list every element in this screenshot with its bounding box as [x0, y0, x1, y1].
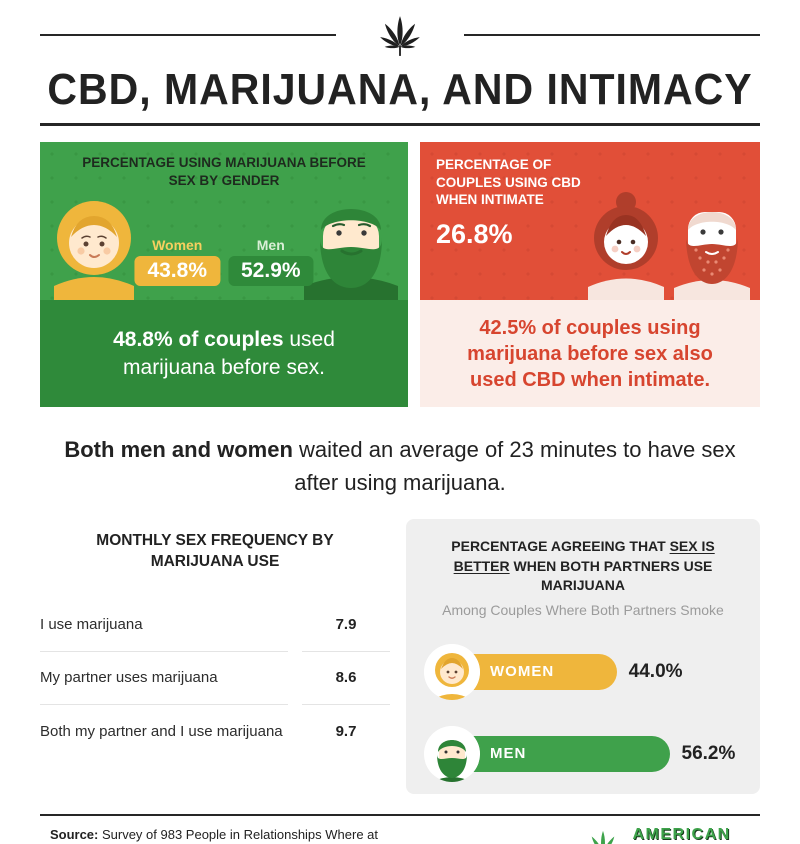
gender-note-bold: 48.8% of couples [113, 328, 284, 352]
couple-cartoon-icons [584, 188, 754, 300]
gender-panel-top: PERCENTAGE USING MARIJUANA BEFORE SEX BY… [40, 142, 408, 300]
man-cartoon-icon [298, 184, 404, 300]
header-rule-left [40, 34, 336, 36]
agree-subtitle: Among Couples Where Both Partners Smoke [442, 601, 724, 618]
header: CBD, MARIJUANA, AND INTIMACY [0, 12, 800, 113]
gender-badges: Women 43.8% Men 52.9% [134, 237, 314, 286]
bar-label: WOMEN [490, 663, 555, 681]
top-panels: PERCENTAGE USING MARIJUANA BEFORE SEX BY… [40, 142, 760, 407]
brand-line1: AMERICAN [632, 826, 731, 844]
women-label: Women [152, 237, 203, 253]
cbd-panel-value: 26.8% [436, 218, 513, 249]
row-label: I use marijuana [40, 599, 288, 652]
agree-heading-underlined: SEX IS BETTER [453, 538, 715, 574]
header-rule-right [464, 34, 760, 36]
table-row: Both my partner and I use marijuana 9.7 [40, 705, 390, 758]
brand-leaf-icon [582, 826, 624, 844]
source-rest: Survey of 983 People in Relationships Wh… [101, 826, 379, 842]
row-label: My partner uses marijuana [40, 652, 288, 705]
women-badge-group: Women 43.8% [134, 237, 220, 286]
agree-heading-post: WHEN BOTH PARTNERS USE MARIJUANA [509, 557, 713, 594]
redhead-woman-icon [588, 192, 664, 300]
row-value: 7.9 [302, 599, 390, 652]
women-bar-row: WOMEN 44.0% [424, 643, 740, 700]
bar-value: 56.2% [681, 742, 736, 764]
gender-note-rest: used marijuana before sex. [123, 328, 335, 379]
gender-panel-heading: PERCENTAGE USING MARIJUANA BEFORE SEX BY… [82, 155, 366, 189]
agree-heading-pre: PERCENTAGE AGREEING THAT [451, 538, 670, 554]
marijuana-leaf-icon [372, 12, 428, 58]
table-row: I use marijuana 7.9 [40, 599, 390, 652]
agree-panel: PERCENTAGE AGREEING THAT SEX IS BETTER W… [406, 519, 760, 794]
american-marijuana-logo: AMERICAN MARIJUANA [582, 826, 743, 844]
gender-panel-note: 48.8% of couples used marijuana before s… [40, 300, 408, 407]
women-bar: WOMEN [424, 643, 617, 700]
fact-rest: waited an average of 23 minutes to have … [292, 437, 736, 495]
men-bar-row: MEN 56.2% [424, 725, 740, 782]
source-text: Source: Survey of 983 People in Relation… [44, 826, 384, 844]
row-label: Both my partner and I use marijuana [40, 722, 283, 740]
row-value: 8.6 [302, 652, 390, 705]
footer: Source: Survey of 983 People in Relation… [40, 816, 760, 844]
cbd-note-bold: 42.5% of couples [479, 316, 642, 339]
frequency-heading: MONTHLY SEX FREQUENCY BY MARIJUANA USE [96, 532, 334, 570]
woman-avatar-icon [424, 643, 480, 700]
row-value: 9.7 [335, 722, 357, 740]
cbd-note-rest: using marijuana before sex also used CBD… [467, 316, 713, 391]
page-title: CBD, MARIJUANA, AND INTIMACY [47, 64, 753, 114]
source-label: Source: [49, 826, 99, 842]
bottom-row: MONTHLY SEX FREQUENCY BY MARIJUANA USE I… [40, 519, 760, 794]
title-underline [40, 123, 760, 126]
cbd-panel-note: 42.5% of couples using marijuana before … [420, 300, 760, 407]
man-avatar-icon [424, 725, 480, 782]
bar-label: MEN [490, 745, 527, 763]
men-bar: MEN [424, 725, 670, 782]
woman-cartoon-icon [48, 194, 140, 300]
men-badge-group: Men 52.9% [228, 237, 314, 286]
agree-heading: PERCENTAGE AGREEING THAT SEX IS BETTER W… [426, 537, 740, 596]
fact-statement: Both men and women waited an average of … [55, 433, 745, 499]
table-row: My partner uses marijuana 8.6 [40, 652, 390, 705]
brand-text: AMERICAN MARIJUANA [633, 826, 743, 844]
cbd-panel: PERCENTAGE OF COUPLES USING CBD WHEN INT… [420, 142, 760, 407]
men-value-badge: 52.9% [228, 256, 314, 286]
bearded-man-icon [674, 212, 750, 300]
frequency-table: I use marijuana 7.9 My partner uses mari… [40, 599, 390, 758]
women-value-badge: 43.8% [134, 256, 220, 286]
frequency-section: MONTHLY SEX FREQUENCY BY MARIJUANA USE I… [40, 519, 390, 794]
footer-rule-top [40, 813, 760, 816]
header-leaf-row [40, 12, 760, 58]
bar-value: 44.0% [628, 660, 683, 682]
fact-bold: Both men and women [64, 437, 293, 462]
gender-panel: PERCENTAGE USING MARIJUANA BEFORE SEX BY… [40, 142, 408, 407]
men-label: Men [256, 237, 285, 253]
cbd-panel-top: PERCENTAGE OF COUPLES USING CBD WHEN INT… [420, 142, 760, 300]
cbd-panel-heading: PERCENTAGE OF COUPLES USING CBD WHEN INT… [436, 157, 581, 208]
